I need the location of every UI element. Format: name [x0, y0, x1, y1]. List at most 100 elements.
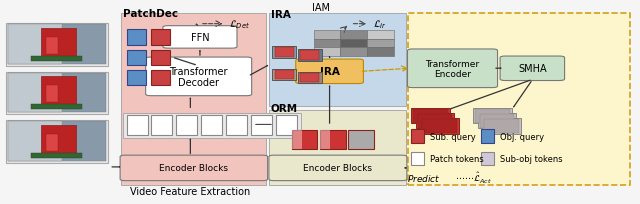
Text: $\mathcal{L}_{ir}$: $\mathcal{L}_{ir}$: [373, 18, 387, 31]
Text: Encoder Blocks: Encoder Blocks: [159, 164, 228, 173]
Bar: [314, 31, 340, 39]
Bar: [8, 73, 62, 113]
Bar: [151, 50, 170, 65]
Bar: [314, 48, 340, 56]
Bar: [8, 25, 62, 64]
Bar: [152, 116, 173, 135]
Bar: [320, 131, 346, 149]
Bar: [481, 152, 493, 165]
Bar: [320, 131, 330, 149]
Text: Sub. query: Sub. query: [431, 132, 476, 141]
Bar: [176, 116, 197, 135]
Text: $\it{Predict}$: $\it{Predict}$: [407, 172, 440, 183]
Bar: [412, 152, 424, 165]
Text: $\cdots\cdots\hat{\mathcal{L}}_{Act}$: $\cdots\cdots\hat{\mathcal{L}}_{Act}$: [456, 170, 492, 185]
Bar: [412, 130, 424, 143]
Bar: [300, 50, 319, 60]
Bar: [367, 39, 394, 48]
Bar: [420, 119, 459, 134]
Bar: [292, 131, 302, 149]
Text: IRA: IRA: [271, 10, 291, 20]
Bar: [367, 48, 394, 56]
Bar: [298, 72, 322, 83]
Bar: [269, 14, 406, 107]
Bar: [340, 39, 367, 48]
FancyBboxPatch shape: [163, 27, 237, 49]
Text: Patch tokens: Patch tokens: [431, 154, 484, 163]
Bar: [6, 24, 108, 67]
Bar: [272, 69, 296, 81]
Bar: [41, 125, 76, 157]
Bar: [413, 109, 448, 123]
Text: Encoder Blocks: Encoder Blocks: [303, 164, 372, 173]
Bar: [6, 121, 108, 163]
Text: Transformer
Decoder: Transformer Decoder: [170, 66, 228, 88]
Bar: [340, 31, 367, 39]
Bar: [124, 114, 301, 138]
Bar: [8, 73, 106, 113]
FancyBboxPatch shape: [120, 155, 268, 181]
Bar: [8, 122, 62, 161]
Bar: [46, 86, 58, 103]
Bar: [473, 109, 511, 124]
Text: Obj. query: Obj. query: [500, 132, 544, 141]
FancyBboxPatch shape: [269, 155, 407, 181]
Bar: [408, 14, 630, 185]
Text: SMHA: SMHA: [518, 64, 547, 74]
Bar: [121, 14, 266, 185]
Bar: [300, 73, 319, 83]
Bar: [475, 109, 509, 123]
Bar: [479, 114, 514, 128]
Text: ORM: ORM: [271, 104, 298, 114]
Text: IAM: IAM: [312, 3, 330, 13]
Bar: [201, 116, 222, 135]
Bar: [340, 48, 367, 56]
Bar: [6, 72, 108, 115]
Text: $\mathcal{L}_{Det}$: $\mathcal{L}_{Det}$: [229, 18, 250, 31]
Bar: [298, 49, 322, 61]
Text: PatchDec: PatchDec: [123, 9, 178, 19]
Bar: [31, 105, 83, 110]
FancyBboxPatch shape: [500, 57, 564, 81]
Bar: [416, 114, 454, 129]
Bar: [46, 134, 58, 151]
Bar: [422, 119, 457, 133]
Bar: [127, 30, 146, 45]
Text: FFN: FFN: [191, 33, 209, 43]
Bar: [314, 39, 340, 48]
Bar: [481, 130, 493, 143]
Text: Transformer
Encoder: Transformer Encoder: [426, 59, 479, 79]
Bar: [367, 31, 394, 39]
Bar: [8, 122, 106, 161]
Bar: [46, 37, 58, 54]
Bar: [477, 114, 516, 129]
Text: Sub-obj tokens: Sub-obj tokens: [500, 154, 563, 163]
Bar: [127, 116, 148, 135]
Bar: [127, 50, 146, 65]
Bar: [275, 47, 294, 57]
Bar: [8, 25, 106, 64]
Bar: [484, 119, 518, 133]
Bar: [482, 119, 520, 134]
Bar: [418, 114, 452, 128]
Bar: [348, 131, 374, 149]
Bar: [41, 29, 76, 60]
Text: Video Feature Extraction: Video Feature Extraction: [130, 186, 250, 196]
Bar: [226, 116, 247, 135]
Bar: [41, 77, 76, 109]
Bar: [251, 116, 272, 135]
Bar: [151, 30, 170, 45]
Bar: [276, 116, 297, 135]
Bar: [275, 70, 294, 80]
Text: IRA: IRA: [319, 67, 339, 77]
Bar: [292, 131, 317, 149]
Bar: [151, 70, 170, 85]
Bar: [269, 111, 406, 185]
Bar: [412, 109, 450, 124]
FancyBboxPatch shape: [408, 50, 497, 88]
Bar: [31, 56, 83, 61]
FancyBboxPatch shape: [296, 60, 364, 84]
Bar: [31, 153, 83, 158]
FancyBboxPatch shape: [146, 58, 252, 96]
Bar: [127, 70, 146, 85]
